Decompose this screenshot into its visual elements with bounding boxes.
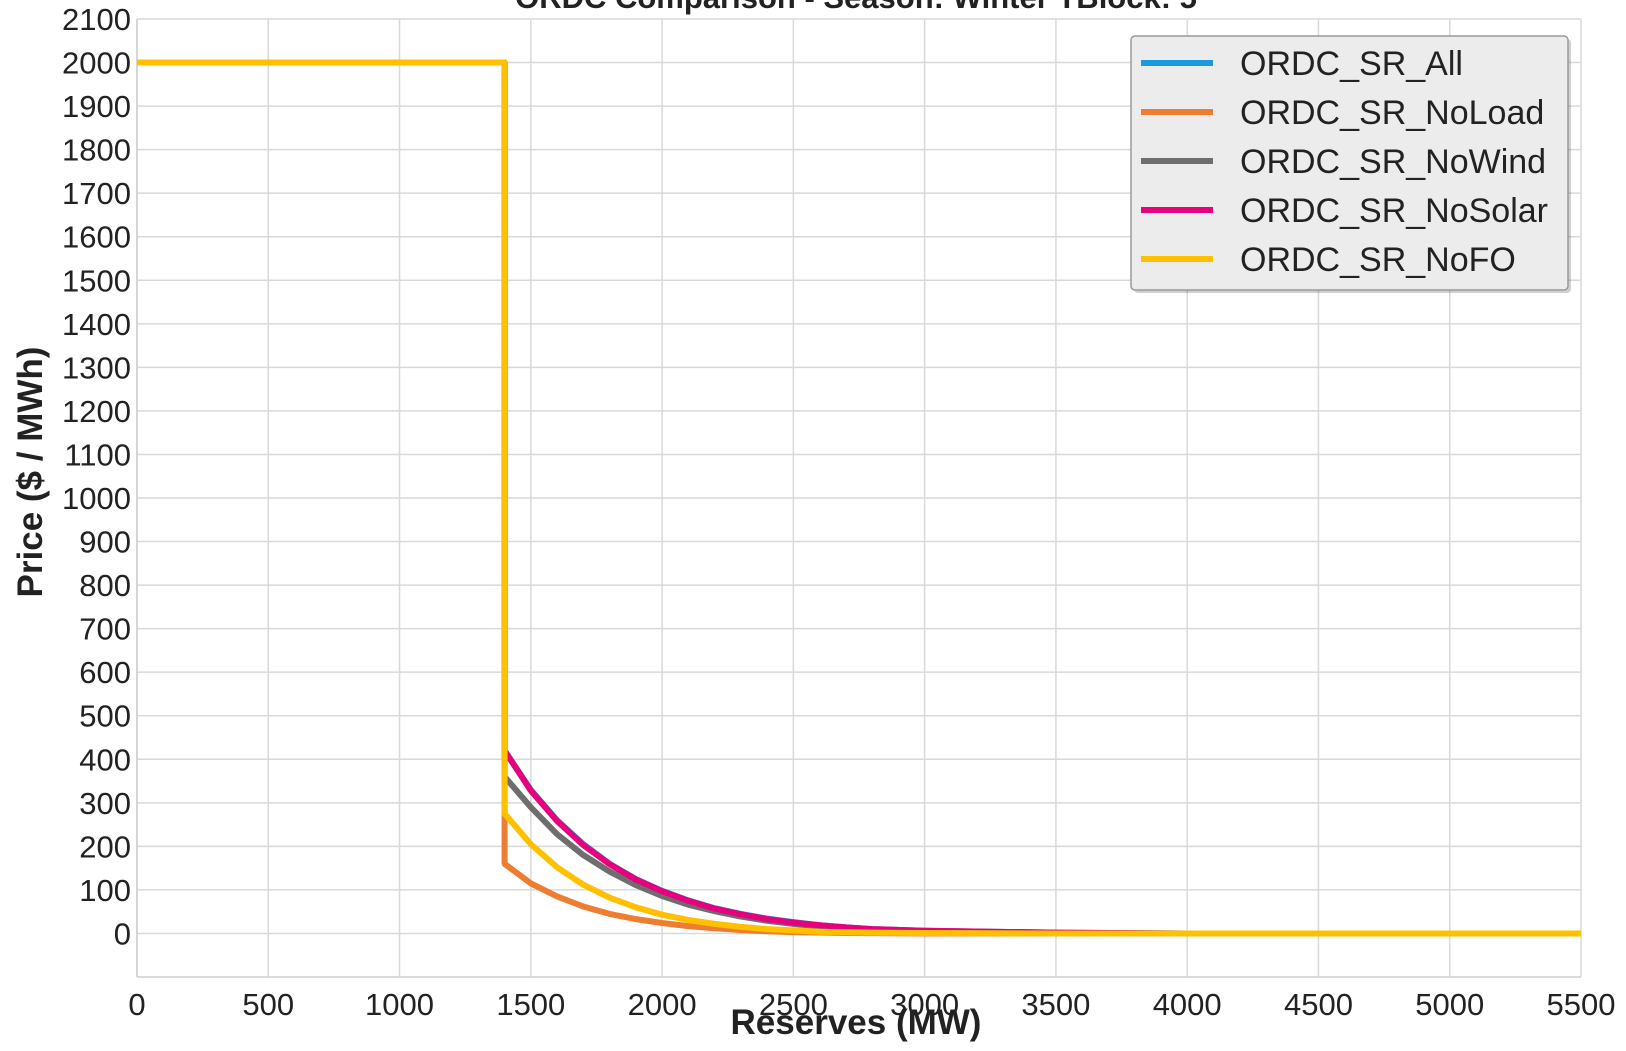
x-tick-label: 2500	[759, 987, 828, 1022]
legend-label: ORDC_SR_All	[1240, 45, 1463, 83]
x-tick-labels: 0 500 1000 1500 2000 2500 3000 3500 4000 4500 5000…	[128, 987, 1615, 1022]
y-tick-labels: 0 100 200 300 400 500 600 700 800 900 1000 1100 1200…	[62, 2, 131, 951]
y-tick-label: 0	[114, 916, 131, 951]
axes	[136, 19, 1581, 978]
legend-label: ORDC_SR_NoFO	[1240, 241, 1516, 279]
y-tick-label: 1200	[62, 394, 131, 429]
y-tick-label: 1100	[64, 437, 131, 472]
x-tick-label: 5500	[1547, 987, 1616, 1022]
y-tick-label: 1300	[62, 350, 131, 385]
y-tick-label: 400	[79, 742, 131, 777]
legend-label: ORDC_SR_NoSolar	[1240, 192, 1548, 230]
y-tick-label: 900	[79, 525, 131, 560]
x-tick-label: 1000	[365, 987, 434, 1022]
x-tick-label: 5000	[1415, 987, 1484, 1022]
x-tick-label: 0	[128, 987, 145, 1022]
legend-label: ORDC_SR_NoLoad	[1240, 94, 1544, 132]
y-tick-label: 300	[79, 786, 131, 821]
chart-title: ORDC Comparison - Season: Winter TBlock:…	[515, 0, 1197, 15]
y-tick-label: 1900	[62, 89, 131, 124]
legend-box	[1130, 35, 1569, 291]
x-axis-title: Reserves (MW)	[731, 1003, 982, 1042]
y-tick-label: 2000	[62, 46, 131, 81]
y-tick-label: 600	[79, 655, 131, 690]
legend: ORDC_SR_All ORDC_SR_NoLoad ORDC_SR_NoWind O…	[1130, 35, 1571, 293]
y-tick-label: 2100	[62, 2, 131, 37]
x-tick-label: 4500	[1284, 987, 1353, 1022]
y-tick-label: 500	[79, 699, 131, 734]
y-axis-title: Price ($ / MWh)	[11, 347, 50, 598]
y-tick-label: 700	[79, 612, 131, 647]
x-tick-label: 500	[242, 987, 294, 1022]
y-tick-label: 1600	[62, 220, 131, 255]
y-tick-label: 1500	[62, 263, 131, 298]
y-tick-label: 100	[79, 873, 131, 908]
legend-label: ORDC_SR_NoWind	[1240, 143, 1546, 181]
y-tick-label: 1700	[62, 176, 131, 211]
y-tick-label: 800	[79, 568, 131, 603]
y-tick-label: 200	[79, 829, 131, 864]
x-tick-label: 3000	[890, 987, 959, 1022]
series-line-ORDC_SR_NoFO	[137, 59, 1581, 937]
y-tick-label: 1000	[62, 481, 131, 516]
x-tick-label: 4000	[1153, 987, 1222, 1022]
x-tick-label: 2000	[628, 987, 697, 1022]
series-layer	[137, 59, 1581, 937]
y-tick-label: 1800	[62, 133, 131, 168]
x-tick-label: 3500	[1021, 987, 1090, 1022]
x-tick-label: 1500	[496, 987, 565, 1022]
y-tick-label: 1400	[62, 307, 131, 342]
